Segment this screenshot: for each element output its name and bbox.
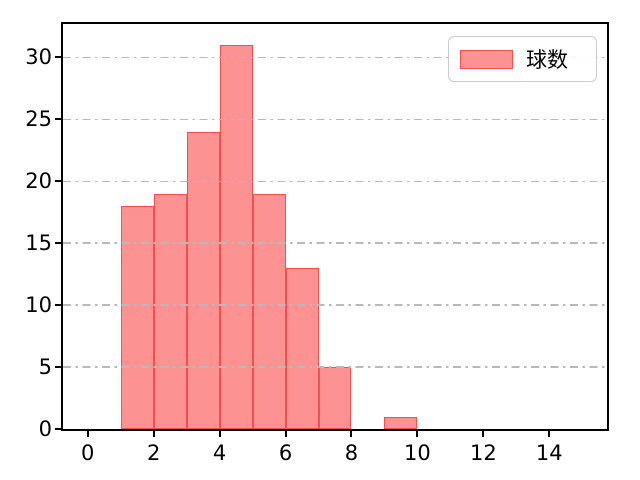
x-axis-tick-label: 2 [146, 441, 161, 465]
y-gridline [63, 242, 607, 244]
y-gridline [63, 56, 607, 59]
y-axis-tick [55, 242, 61, 245]
x-axis-tick [548, 431, 551, 437]
histogram-bar [219, 45, 253, 429]
y-gridline [63, 304, 607, 306]
legend-color-patch [460, 49, 513, 69]
histogram-bar [153, 193, 187, 429]
histogram-bar [252, 193, 286, 429]
legend-label: 球数 [526, 48, 568, 72]
x-axis-tick [350, 431, 353, 437]
x-axis-tick [416, 431, 419, 437]
x-axis-tick [482, 431, 485, 437]
x-axis-tick-label: 4 [212, 441, 227, 465]
y-axis-tick [55, 118, 61, 121]
x-axis-tick-label: 12 [469, 441, 497, 465]
y-axis-tick [55, 366, 61, 369]
y-axis-tick-label: 25 [25, 107, 52, 132]
y-gridline [63, 118, 607, 121]
y-axis-tick [55, 304, 61, 307]
y-axis-tick-label: 20 [25, 169, 52, 194]
x-axis-tick [218, 431, 221, 437]
x-axis-tick-label: 6 [278, 441, 293, 465]
legend: 球数 [448, 36, 597, 82]
histogram-bar [384, 416, 418, 429]
x-axis-tick-label: 0 [81, 441, 95, 465]
x-axis-tick-label: 8 [344, 441, 359, 465]
x-axis-tick [152, 431, 155, 437]
y-axis-tick [55, 428, 61, 430]
y-gridline [63, 180, 607, 183]
x-axis-tick [284, 431, 287, 437]
y-axis-tick [55, 180, 61, 183]
y-axis-tick [55, 56, 61, 59]
y-gridline [63, 366, 607, 368]
y-axis-tick-label: 15 [25, 231, 52, 256]
histogram-bar [285, 267, 319, 429]
y-axis-tick-label: 0 [38, 417, 52, 441]
histogram-bar [186, 131, 220, 429]
x-axis-tick-label: 10 [404, 441, 431, 465]
y-axis-tick-label: 5 [38, 355, 52, 380]
y-axis-tick-label: 10 [25, 293, 52, 318]
x-axis-tick-label: 14 [535, 441, 563, 465]
histogram-bar [120, 206, 154, 429]
y-axis-tick-label: 30 [25, 45, 52, 70]
x-axis-tick [86, 431, 89, 437]
plot-area [61, 22, 609, 431]
histogram-bar [318, 367, 352, 429]
